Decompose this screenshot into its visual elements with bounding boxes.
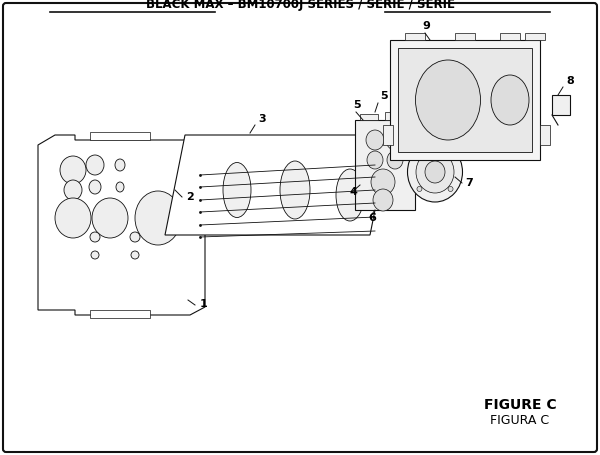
Text: 8: 8 <box>566 76 574 86</box>
Ellipse shape <box>448 187 453 192</box>
Ellipse shape <box>415 60 481 140</box>
Ellipse shape <box>448 152 453 157</box>
Polygon shape <box>383 125 393 145</box>
Ellipse shape <box>280 161 310 219</box>
Ellipse shape <box>130 232 140 242</box>
Ellipse shape <box>336 169 364 221</box>
Ellipse shape <box>223 162 251 217</box>
Polygon shape <box>398 48 532 152</box>
Text: 5: 5 <box>380 91 388 101</box>
Ellipse shape <box>91 251 99 259</box>
Text: 2: 2 <box>186 192 194 202</box>
Text: 3: 3 <box>258 114 266 124</box>
Text: 1: 1 <box>200 299 208 309</box>
Text: 9: 9 <box>422 21 430 31</box>
Ellipse shape <box>116 182 124 192</box>
Ellipse shape <box>92 198 128 238</box>
Ellipse shape <box>425 161 445 183</box>
Bar <box>405 33 425 40</box>
Ellipse shape <box>373 189 393 211</box>
Ellipse shape <box>135 191 181 245</box>
Ellipse shape <box>386 130 404 150</box>
Ellipse shape <box>131 251 139 259</box>
Bar <box>360 114 378 120</box>
Ellipse shape <box>90 232 100 242</box>
Bar <box>455 33 475 40</box>
Polygon shape <box>552 95 570 115</box>
Ellipse shape <box>417 152 422 157</box>
Bar <box>500 33 520 40</box>
Ellipse shape <box>60 156 86 184</box>
Ellipse shape <box>387 151 403 169</box>
Text: 4: 4 <box>349 187 357 197</box>
Ellipse shape <box>371 169 395 195</box>
Polygon shape <box>355 120 415 210</box>
Ellipse shape <box>368 191 376 199</box>
Text: 6: 6 <box>368 213 376 223</box>
Ellipse shape <box>55 198 91 238</box>
Ellipse shape <box>115 159 125 171</box>
Text: 5: 5 <box>353 100 361 110</box>
Polygon shape <box>165 135 390 235</box>
Ellipse shape <box>86 155 104 175</box>
Ellipse shape <box>64 180 82 200</box>
Text: 7: 7 <box>465 178 473 188</box>
Ellipse shape <box>417 187 422 192</box>
Ellipse shape <box>366 130 384 150</box>
Ellipse shape <box>416 151 454 193</box>
Bar <box>90 310 150 318</box>
Bar <box>525 33 545 40</box>
Polygon shape <box>38 135 205 315</box>
Bar <box>385 112 400 120</box>
Polygon shape <box>390 40 540 160</box>
Ellipse shape <box>367 151 383 169</box>
Ellipse shape <box>491 75 529 125</box>
FancyBboxPatch shape <box>3 3 597 452</box>
Ellipse shape <box>368 155 376 165</box>
Ellipse shape <box>407 142 463 202</box>
Text: FIGURA C: FIGURA C <box>490 414 550 426</box>
Bar <box>90 132 150 140</box>
Ellipse shape <box>89 180 101 194</box>
Text: BLACK MAX – BM10700J SERIES / SÉRIE / SERIE: BLACK MAX – BM10700J SERIES / SÉRIE / SE… <box>146 0 455 11</box>
Text: FIGURE C: FIGURE C <box>484 398 556 412</box>
Polygon shape <box>540 125 550 145</box>
